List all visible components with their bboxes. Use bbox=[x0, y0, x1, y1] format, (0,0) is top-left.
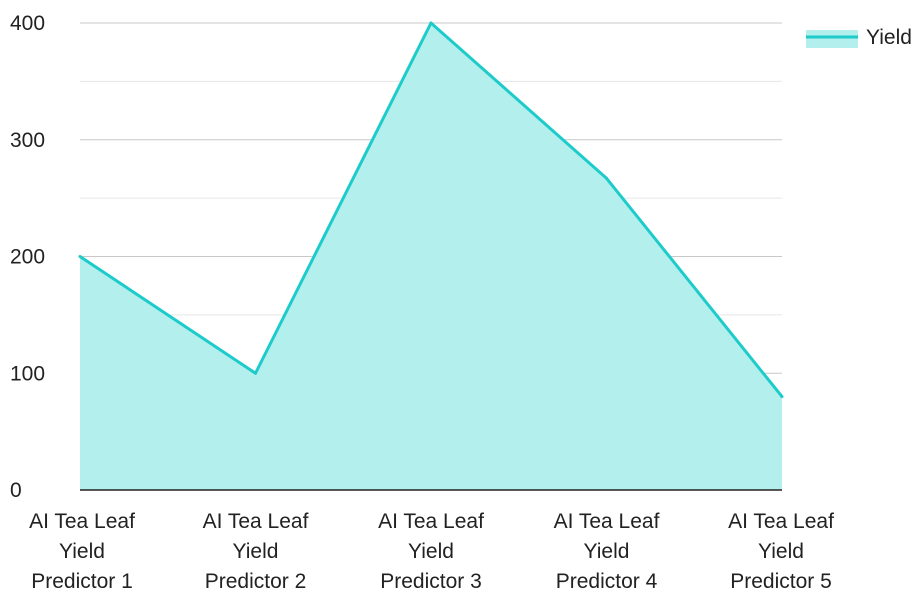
x-tick-label: AI Tea Leaf Yield Predictor 4 bbox=[554, 510, 660, 593]
x-tick-label: AI Tea Leaf Yield Predictor 1 bbox=[29, 510, 135, 593]
y-tick-label: 300 bbox=[10, 129, 45, 152]
legend-swatch-fill bbox=[806, 30, 858, 48]
y-tick-label: 0 bbox=[10, 479, 22, 502]
y-axis-tick-labels: 0 100 200 300 400 bbox=[10, 12, 45, 502]
x-axis-tick-labels: AI Tea Leaf Yield Predictor 1 AI Tea Leaf Yi… bbox=[29, 510, 834, 593]
y-tick-label: 400 bbox=[10, 12, 45, 35]
data-point bbox=[780, 395, 784, 399]
data-point bbox=[429, 21, 433, 25]
data-point bbox=[78, 255, 82, 258]
x-tick-label: AI Tea Leaf Yield Predictor 2 bbox=[203, 510, 309, 593]
x-tick-label: AI Tea Leaf Yield Predictor 3 bbox=[378, 510, 484, 593]
y-tick-label: 100 bbox=[10, 362, 45, 385]
x-tick-label: AI Tea Leaf Yield Predictor 5 bbox=[728, 510, 834, 593]
legend-label: Yield bbox=[866, 26, 912, 49]
y-tick-label: 200 bbox=[10, 246, 45, 269]
legend: Yield bbox=[806, 26, 912, 49]
data-point bbox=[254, 371, 257, 375]
data-point bbox=[605, 176, 608, 180]
series-area-layer bbox=[78, 21, 784, 490]
